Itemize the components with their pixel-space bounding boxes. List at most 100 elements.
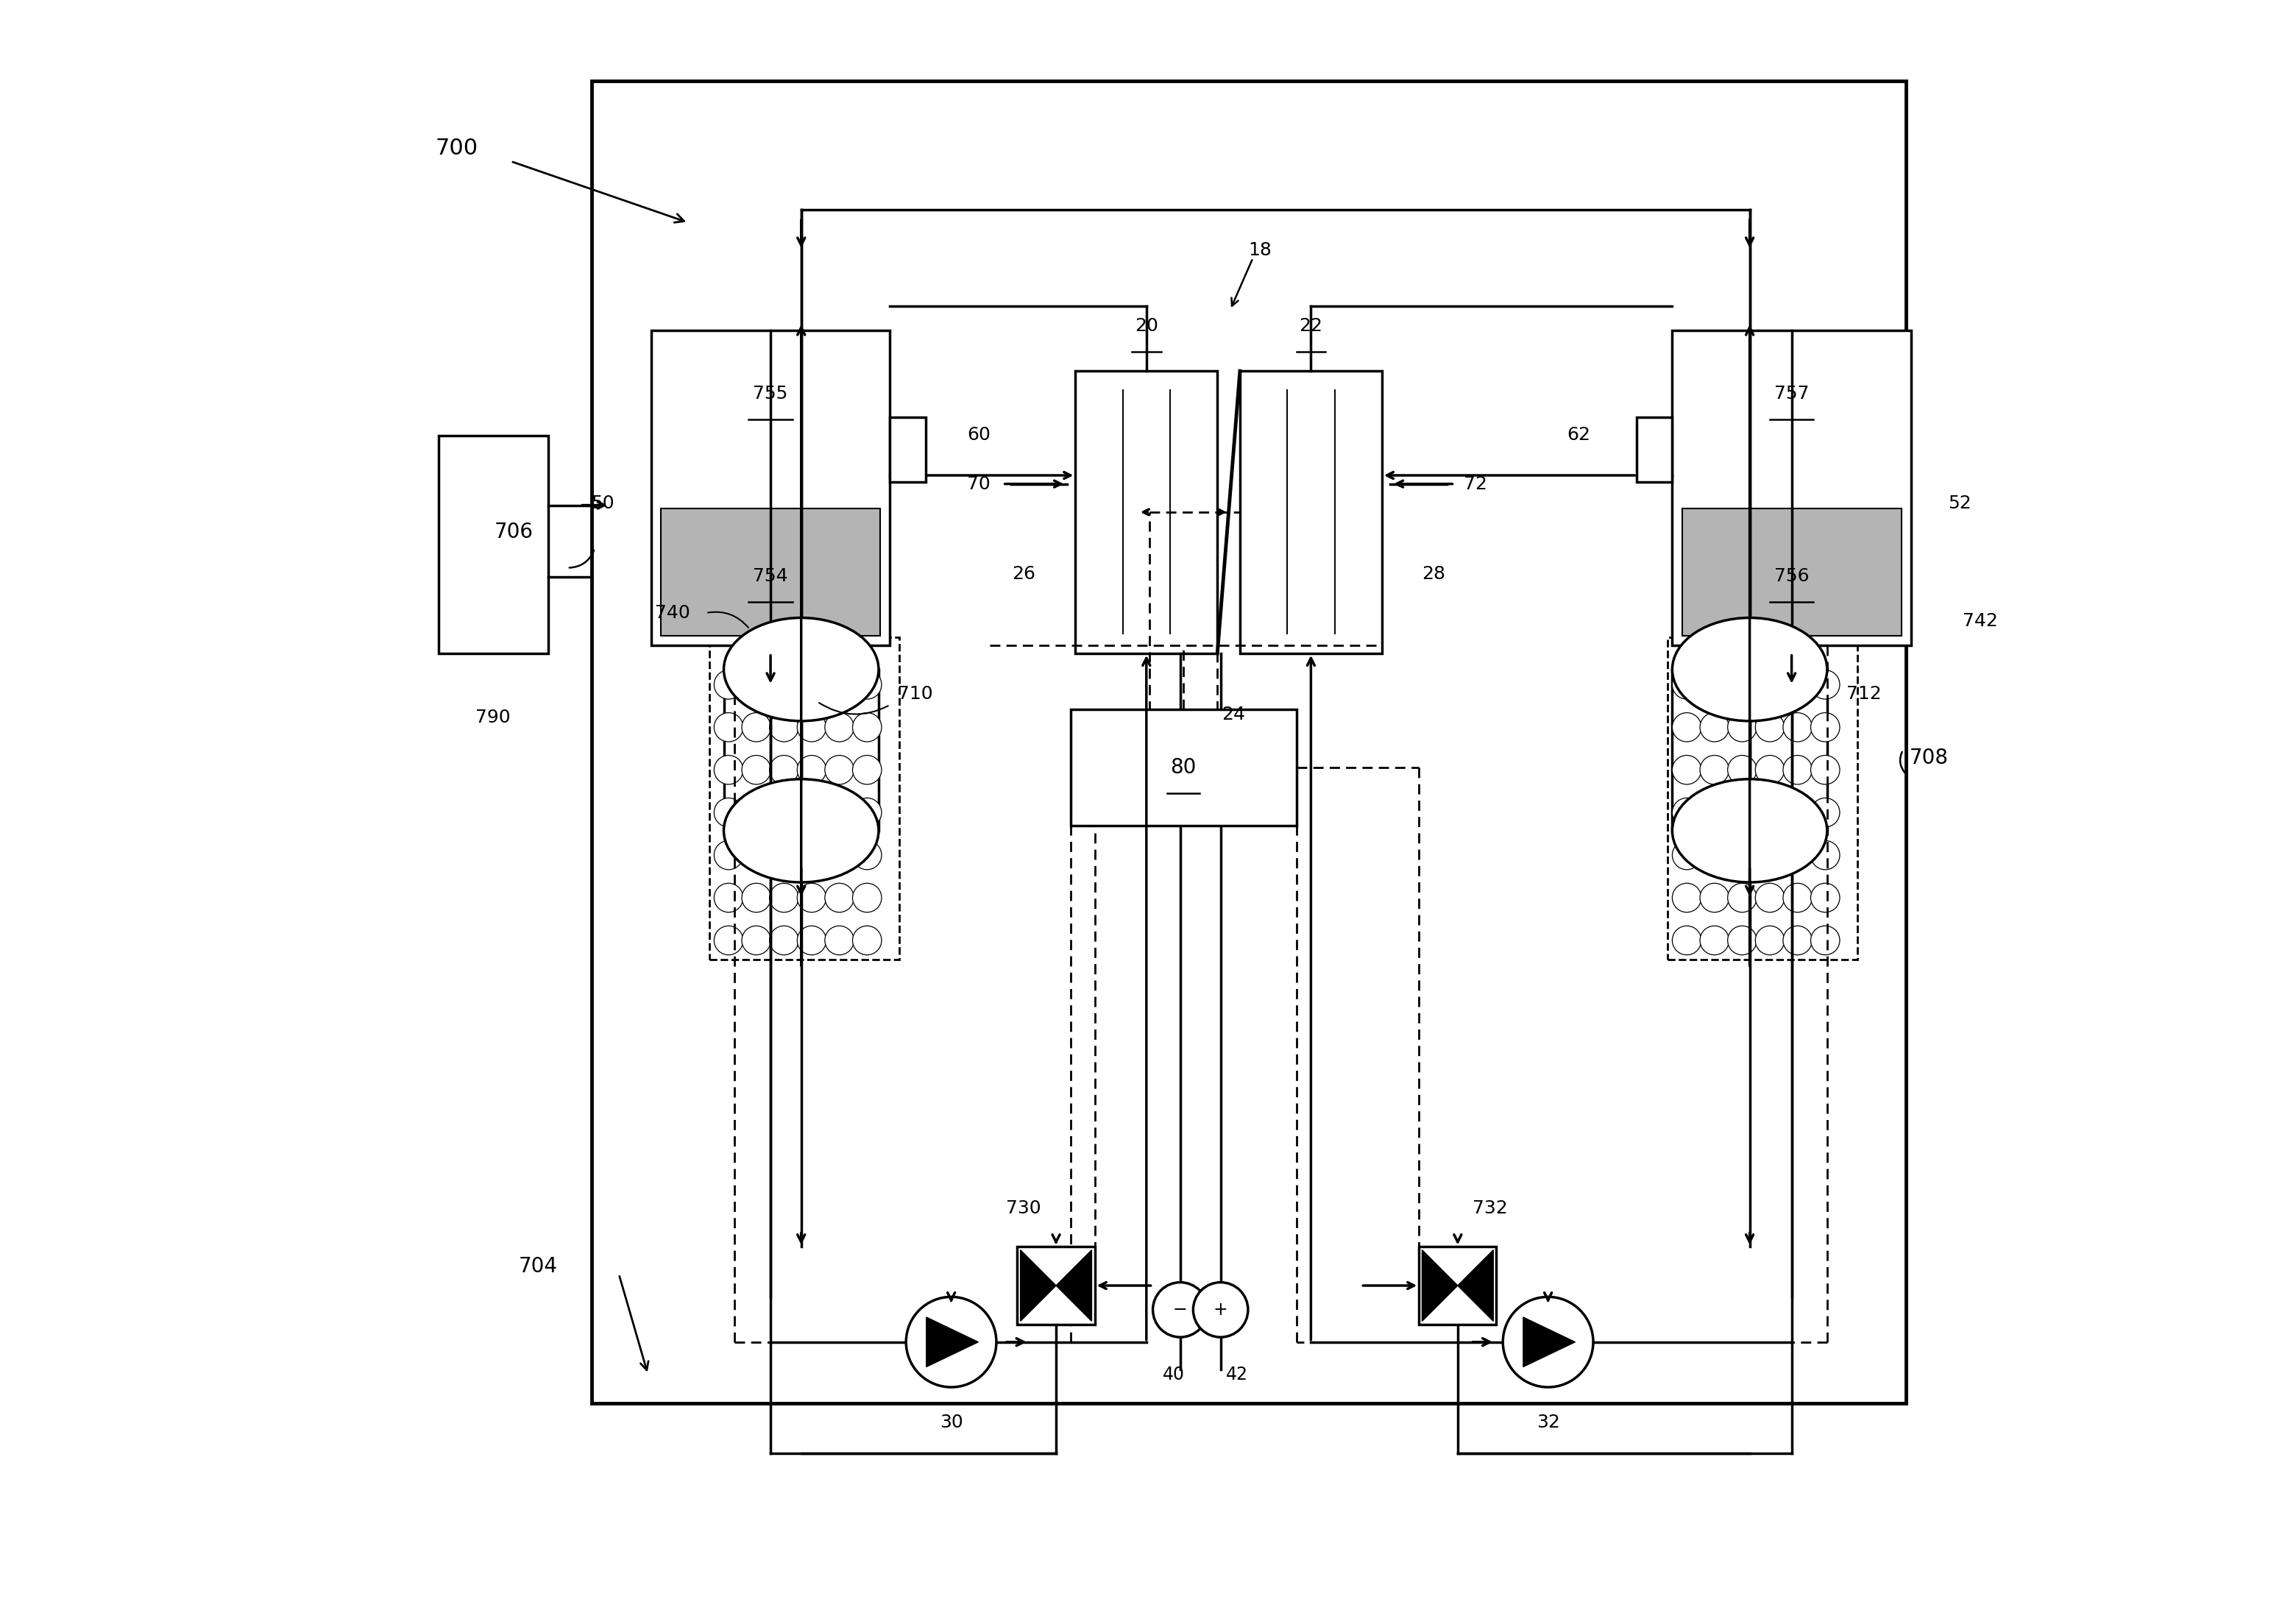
- Polygon shape: [1421, 1250, 1458, 1321]
- Text: 712: 712: [1846, 686, 1883, 702]
- Bar: [1070, 710, 1297, 826]
- Circle shape: [852, 798, 882, 827]
- Text: 26: 26: [1013, 566, 1035, 582]
- Circle shape: [1784, 669, 1812, 698]
- Circle shape: [769, 840, 799, 869]
- Circle shape: [1812, 713, 1839, 742]
- Bar: [709, 637, 900, 960]
- Bar: [1637, 418, 1671, 482]
- Circle shape: [1784, 755, 1812, 784]
- Text: 704: 704: [519, 1257, 558, 1276]
- Text: 740: 740: [654, 605, 689, 621]
- Circle shape: [1727, 926, 1756, 955]
- Circle shape: [1756, 840, 1784, 869]
- Text: 80: 80: [1171, 758, 1196, 777]
- Circle shape: [852, 926, 882, 955]
- Circle shape: [1699, 713, 1729, 742]
- Circle shape: [1699, 926, 1729, 955]
- Text: 20: 20: [1134, 318, 1157, 334]
- Circle shape: [1671, 840, 1701, 869]
- Circle shape: [1671, 926, 1701, 955]
- Ellipse shape: [723, 779, 879, 882]
- Circle shape: [1727, 798, 1756, 827]
- Circle shape: [824, 840, 854, 869]
- Circle shape: [1756, 798, 1784, 827]
- Circle shape: [797, 884, 827, 913]
- Text: 700: 700: [434, 137, 478, 160]
- Ellipse shape: [1671, 618, 1828, 721]
- Circle shape: [714, 884, 744, 913]
- Circle shape: [852, 755, 882, 784]
- Circle shape: [1671, 884, 1701, 913]
- Circle shape: [742, 713, 771, 742]
- Circle shape: [1699, 755, 1729, 784]
- Text: 52: 52: [1947, 495, 1970, 513]
- Circle shape: [1671, 669, 1701, 698]
- Circle shape: [769, 669, 799, 698]
- Text: 40: 40: [1162, 1366, 1185, 1382]
- Text: 22: 22: [1300, 318, 1322, 334]
- Polygon shape: [1019, 1250, 1056, 1321]
- Bar: [891, 418, 925, 482]
- Circle shape: [852, 713, 882, 742]
- Text: 24: 24: [1221, 706, 1244, 723]
- Circle shape: [769, 755, 799, 784]
- Circle shape: [824, 798, 854, 827]
- Circle shape: [1727, 884, 1756, 913]
- Text: 42: 42: [1226, 1366, 1247, 1382]
- Circle shape: [742, 755, 771, 784]
- Text: 755: 755: [753, 386, 788, 402]
- Circle shape: [1784, 926, 1812, 955]
- Circle shape: [1699, 669, 1729, 698]
- Polygon shape: [1522, 1318, 1575, 1366]
- Circle shape: [1699, 884, 1729, 913]
- Text: 710: 710: [898, 686, 932, 702]
- Circle shape: [714, 669, 744, 698]
- Circle shape: [1727, 713, 1756, 742]
- Circle shape: [797, 840, 827, 869]
- Circle shape: [824, 669, 854, 698]
- Circle shape: [1784, 884, 1812, 913]
- Circle shape: [907, 1297, 996, 1387]
- Circle shape: [769, 926, 799, 955]
- Circle shape: [1756, 755, 1784, 784]
- Circle shape: [1812, 926, 1839, 955]
- Circle shape: [742, 840, 771, 869]
- Circle shape: [852, 884, 882, 913]
- Circle shape: [1727, 755, 1756, 784]
- Text: 70: 70: [967, 476, 990, 492]
- Circle shape: [714, 798, 744, 827]
- Text: 60: 60: [967, 426, 990, 444]
- Circle shape: [742, 798, 771, 827]
- Polygon shape: [1458, 1250, 1492, 1321]
- Polygon shape: [1056, 1250, 1091, 1321]
- Text: 62: 62: [1566, 426, 1591, 444]
- Circle shape: [797, 669, 827, 698]
- Circle shape: [1671, 713, 1701, 742]
- Circle shape: [714, 755, 744, 784]
- Bar: [1671, 331, 1910, 645]
- Circle shape: [797, 926, 827, 955]
- Circle shape: [1784, 713, 1812, 742]
- Bar: [439, 436, 549, 653]
- Circle shape: [1756, 884, 1784, 913]
- Circle shape: [714, 926, 744, 955]
- Circle shape: [1153, 1282, 1208, 1337]
- Text: 28: 28: [1421, 566, 1444, 582]
- Text: 708: 708: [1910, 748, 1949, 768]
- Circle shape: [852, 840, 882, 869]
- Ellipse shape: [1671, 779, 1828, 882]
- Circle shape: [769, 713, 799, 742]
- Text: 730: 730: [1006, 1200, 1042, 1216]
- Circle shape: [1784, 798, 1812, 827]
- Circle shape: [824, 884, 854, 913]
- Circle shape: [1784, 840, 1812, 869]
- Circle shape: [797, 798, 827, 827]
- Circle shape: [1812, 669, 1839, 698]
- Text: 742: 742: [1963, 613, 1998, 629]
- Circle shape: [742, 926, 771, 955]
- Text: 790: 790: [475, 710, 510, 726]
- Circle shape: [1812, 884, 1839, 913]
- Bar: [1683, 508, 1901, 636]
- Circle shape: [742, 884, 771, 913]
